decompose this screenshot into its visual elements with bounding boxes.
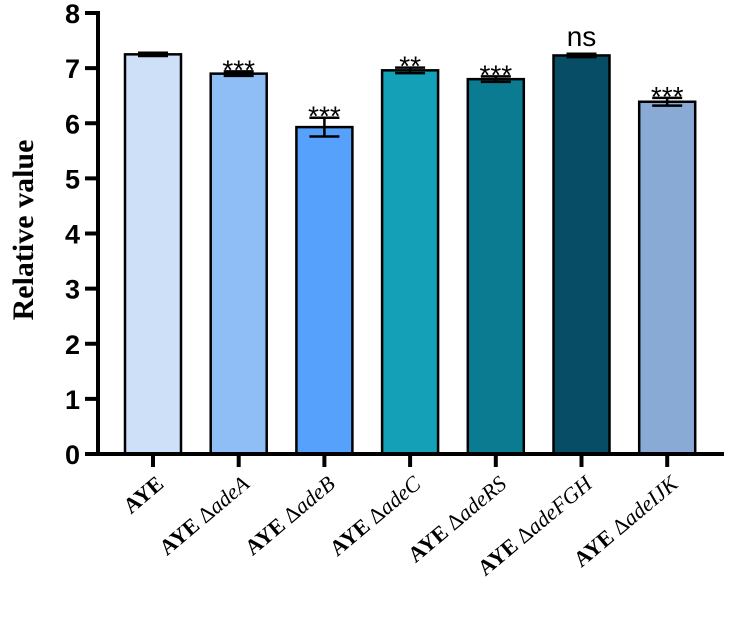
y-tick-label: 5 xyxy=(65,164,80,194)
error-bar-2 xyxy=(223,70,254,78)
bar-3 xyxy=(295,125,354,456)
x-tick-label-1: AYE xyxy=(118,471,168,519)
significance-label-3: *** xyxy=(308,101,341,132)
significance-label-4: ** xyxy=(399,51,421,82)
bar-5 xyxy=(466,77,526,456)
significance-label-2: *** xyxy=(222,54,255,85)
error-bar-7 xyxy=(652,96,683,107)
bar-6 xyxy=(552,54,611,456)
x-tick-label-3: AYE ΔadeB xyxy=(240,471,340,560)
bar-2 xyxy=(209,72,268,456)
bar-4 xyxy=(380,69,440,456)
y-tick-label: 8 xyxy=(65,0,80,29)
significance-label-5: *** xyxy=(479,59,512,90)
error-bar-5 xyxy=(480,75,511,84)
error-bar-1 xyxy=(138,51,168,58)
y-tick-label: 2 xyxy=(65,330,80,360)
y-tick-label: 4 xyxy=(65,220,80,250)
bar-1 xyxy=(123,53,183,456)
error-bar-6 xyxy=(566,52,597,59)
y-tick-label: 1 xyxy=(65,385,80,415)
error-bar-3 xyxy=(309,116,340,138)
error-bar-4 xyxy=(395,66,426,75)
significance-label-7: *** xyxy=(651,81,684,112)
bar-7 xyxy=(637,100,697,456)
y-axis-label: Relative value xyxy=(7,140,40,321)
y-tick-label: 3 xyxy=(65,275,80,305)
y-tick-label: 7 xyxy=(65,54,80,84)
y-tick-label: 0 xyxy=(65,440,80,470)
significance-label-6: ns xyxy=(567,21,597,52)
x-tick-label-2: AYE ΔadeA xyxy=(154,470,254,560)
y-tick-label: 6 xyxy=(65,109,80,139)
